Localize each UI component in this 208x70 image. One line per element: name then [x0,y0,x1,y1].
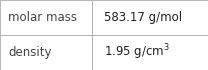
Text: density: density [8,46,52,59]
Bar [92,35,208,70]
Bar [92,0,208,35]
Text: 583.17 g/mol: 583.17 g/mol [104,11,182,24]
Text: molar mass: molar mass [8,11,77,24]
Bar [0,0,92,35]
Text: 1.95 g/cm$^{3}$: 1.95 g/cm$^{3}$ [104,43,170,62]
Bar [0,35,92,70]
